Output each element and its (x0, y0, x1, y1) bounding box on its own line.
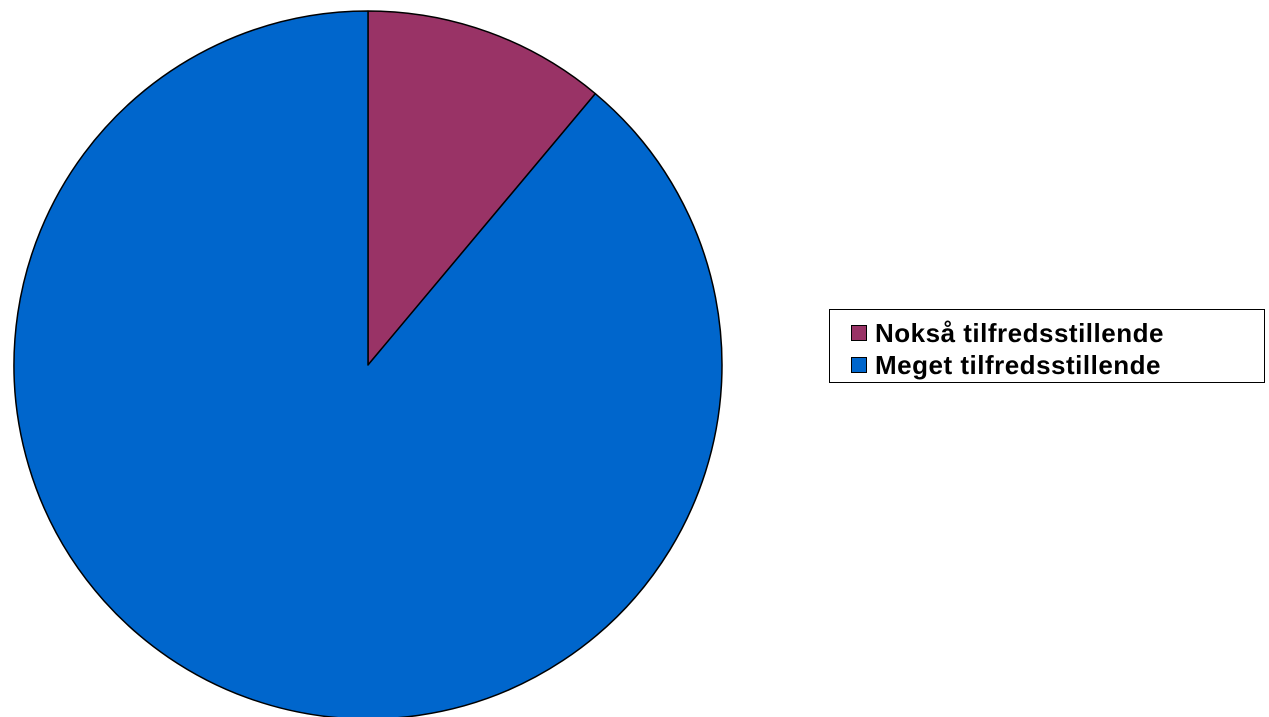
pie-slice-meget-tilfredsstillende (13, 10, 723, 717)
legend-label-meget-tilfredsstillende: Meget tilfredsstillende (875, 350, 1161, 380)
legend-swatch-noksa-tilfredsstillende (851, 325, 867, 341)
pie-slices (13, 10, 723, 717)
legend-item-meget-tilfredsstillende: Meget tilfredsstillende (851, 351, 1264, 379)
legend-swatch-meget-tilfredsstillende (851, 357, 867, 373)
legend-item-noksa-tilfredsstillende: Nokså tilfredsstillende (851, 319, 1264, 347)
legend-label-noksa-tilfredsstillende: Nokså tilfredsstillende (875, 318, 1164, 348)
pie-slice-noksa-tilfredsstillende (367, 10, 597, 366)
legend: Nokså tilfredsstillende Meget tilfredsst… (829, 309, 1265, 383)
